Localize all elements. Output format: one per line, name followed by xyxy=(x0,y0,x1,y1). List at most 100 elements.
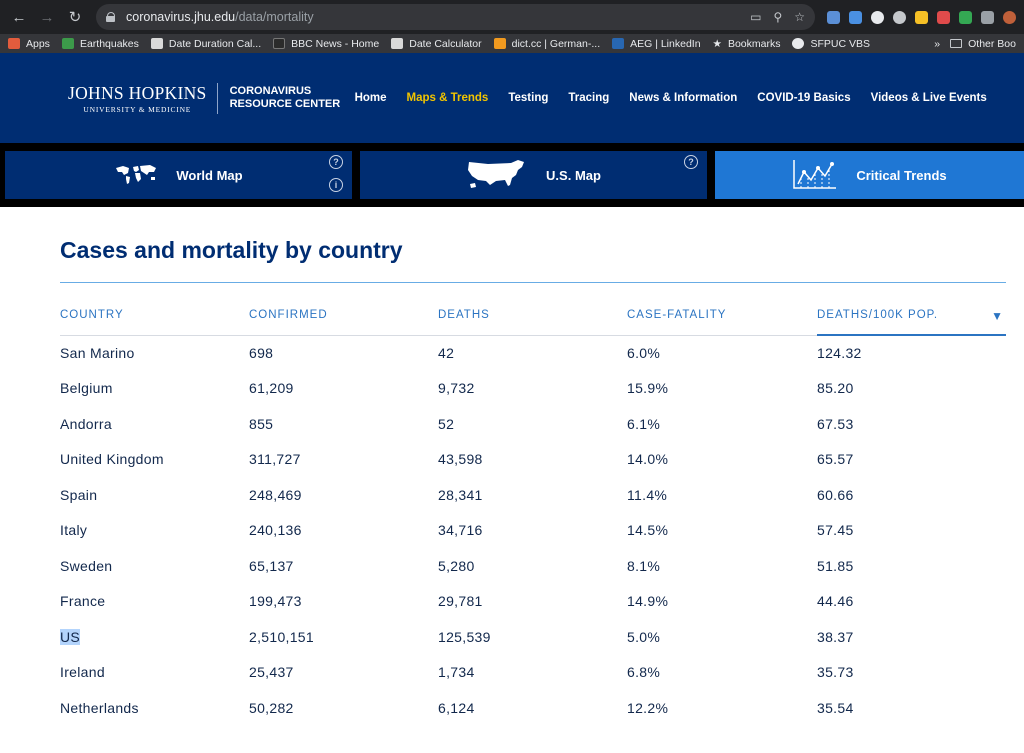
confirmed-value: 25,437 xyxy=(249,664,294,681)
back-arrow-icon[interactable]: ← xyxy=(11,8,27,26)
header-deaths-per-100k[interactable]: DEATHS/100K POP. ▼ xyxy=(817,305,1006,336)
table-row: US 2,510,151 125,539 5.0% 38.37 xyxy=(60,619,1006,655)
nav-news[interactable]: News & Information xyxy=(629,92,738,104)
other-bookmarks-folder[interactable]: Other Boo xyxy=(950,38,1016,50)
bbc-icon xyxy=(273,38,286,49)
cell-confirmed: 61,209 xyxy=(249,371,438,407)
bookmark-sfpuc[interactable]: SFPUC VBS xyxy=(792,38,870,50)
cell-deaths: 9,732 xyxy=(438,371,627,407)
cell-deaths: 34,716 xyxy=(438,513,627,549)
bookmark-label: SFPUC VBS xyxy=(810,37,870,50)
deaths-value: 5,280 xyxy=(438,557,475,574)
cell-cfr: 8.1% xyxy=(627,548,817,584)
tab-us-map[interactable]: U.S. Map ? xyxy=(360,151,707,199)
deaths-value: 28,341 xyxy=(438,486,483,503)
extension-icon[interactable] xyxy=(849,10,862,24)
extension-icon[interactable] xyxy=(893,10,906,24)
cell-per100k: 67.53 xyxy=(817,406,1006,442)
page-title: Cases and mortality by country xyxy=(60,237,1006,283)
cell-deaths: 42 xyxy=(438,335,627,371)
cell-country: Sweden xyxy=(60,548,249,584)
cell-per100k: 35.54 xyxy=(817,690,1006,726)
site-header: JOHNS HOPKINS UNIVERSITY & MEDICINE CORO… xyxy=(0,53,1024,143)
extension-icon[interactable] xyxy=(981,10,994,24)
cell-deaths: 43,598 xyxy=(438,442,627,478)
header-country[interactable]: COUNTRY xyxy=(60,305,249,336)
bookmark-label: Other Boo xyxy=(968,37,1016,50)
header-deaths[interactable]: DEATHS xyxy=(438,305,627,336)
nav-maps-trends[interactable]: Maps & Trends xyxy=(406,92,489,104)
tab-label: Critical Trends xyxy=(856,167,947,183)
bookmark-linkedin[interactable]: AEG | LinkedIn xyxy=(612,38,701,50)
nav-testing[interactable]: Testing xyxy=(508,92,549,104)
extension-icon[interactable] xyxy=(827,10,840,24)
sort-desc-icon[interactable]: ▼ xyxy=(991,309,1004,323)
confirmed-value: 65,137 xyxy=(249,557,294,574)
country-value: Netherlands xyxy=(60,699,139,716)
bookmark-earthquakes[interactable]: Earthquakes xyxy=(61,38,139,50)
nav-covid-basics[interactable]: COVID-19 Basics xyxy=(757,92,851,104)
bookmarks-overflow-button[interactable]: » xyxy=(934,37,941,50)
table-row: San Marino 698 42 6.0% 124.32 xyxy=(60,335,1006,371)
deaths-value: 43,598 xyxy=(438,451,483,468)
header-case-fatality[interactable]: CASE-FATALITY xyxy=(627,305,817,336)
help-icon[interactable]: ? xyxy=(684,155,698,169)
bookmark-label: Apps xyxy=(26,37,50,50)
cell-cfr: 6.8% xyxy=(627,655,817,691)
table-row: Andorra 855 52 6.1% 67.53 xyxy=(60,406,1006,442)
extension-icon[interactable] xyxy=(915,10,928,24)
nav-videos[interactable]: Videos & Live Events xyxy=(870,92,987,104)
per100k-value: 51.85 xyxy=(817,557,854,574)
nav-home[interactable]: Home xyxy=(354,92,387,104)
bookmark-date-calculator[interactable]: Date Calculator xyxy=(391,38,482,50)
address-bar[interactable]: coronavirus.jhu.edu/data/mortality ▭ ⚲ ☆ xyxy=(96,4,815,30)
cell-country: San Marino xyxy=(60,335,249,371)
bookmarks-bar: Apps Earthquakes Date Duration Cal... BB… xyxy=(0,34,1024,53)
tab-critical-trends[interactable]: Critical Trends xyxy=(715,151,1024,199)
lock-icon xyxy=(106,12,116,22)
forward-arrow-icon[interactable]: → xyxy=(39,8,55,26)
dict-icon xyxy=(493,38,506,49)
bookmark-dict-cc[interactable]: dict.cc | German-... xyxy=(493,38,600,50)
cell-country: France xyxy=(60,584,249,620)
help-icon[interactable]: ? xyxy=(329,155,343,169)
linkedin-icon xyxy=(612,38,625,49)
crc-line1: CORONAVIRUS xyxy=(229,85,312,97)
bookmark-label: Date Duration Cal... xyxy=(168,37,262,50)
cell-country: Andorra xyxy=(60,406,249,442)
star-icon[interactable]: ☆ xyxy=(794,10,805,24)
profile-avatar[interactable] xyxy=(1003,10,1016,24)
bookmark-apps[interactable]: Apps xyxy=(8,38,50,50)
zoom-icon[interactable]: ⚲ xyxy=(773,10,783,24)
tab-world-map[interactable]: World Map ? i xyxy=(5,151,352,199)
apps-grid-icon xyxy=(8,38,20,49)
jhu-logo[interactable]: JOHNS HOPKINS UNIVERSITY & MEDICINE xyxy=(68,82,218,114)
calendar-icon xyxy=(391,38,404,49)
cell-confirmed: 199,473 xyxy=(249,584,438,620)
bookmark-date-duration[interactable]: Date Duration Cal... xyxy=(150,37,262,50)
nav-tracing[interactable]: Tracing xyxy=(568,92,610,104)
extension-icon[interactable] xyxy=(959,10,972,24)
country-value: Ireland xyxy=(60,664,105,681)
bookmark-bbc-news[interactable]: BBC News - Home xyxy=(273,38,379,50)
reload-icon[interactable]: ↻ xyxy=(68,9,82,26)
cfr-value: 6.8% xyxy=(627,664,661,681)
table-row: Ireland 25,437 1,734 6.8% 35.73 xyxy=(60,655,1006,691)
cell-confirmed: 248,469 xyxy=(249,477,438,513)
info-icon[interactable]: i xyxy=(329,178,343,192)
bookmark-bookmarks[interactable]: ★ Bookmarks xyxy=(713,38,781,50)
cell-confirmed: 2,510,151 xyxy=(249,619,438,655)
map-tab-strip: World Map ? i U.S. Map ? Critical Trends xyxy=(0,143,1024,207)
cell-confirmed: 240,136 xyxy=(249,513,438,549)
extension-icon[interactable] xyxy=(937,10,950,24)
cfr-value: 6.0% xyxy=(627,345,661,361)
resource-center-title[interactable]: CORONAVIRUS RESOURCE CENTER xyxy=(218,85,353,111)
header-confirmed[interactable]: CONFIRMED xyxy=(249,305,438,336)
cfr-value: 6.1% xyxy=(627,415,661,432)
tab-label: World Map xyxy=(176,167,243,183)
cast-icon[interactable]: ▭ xyxy=(750,10,762,24)
extension-icon[interactable] xyxy=(871,10,884,24)
cell-cfr: 6.1% xyxy=(627,406,817,442)
confirmed-value: 2,510,151 xyxy=(249,628,314,645)
cfr-value: 14.5% xyxy=(627,522,669,539)
